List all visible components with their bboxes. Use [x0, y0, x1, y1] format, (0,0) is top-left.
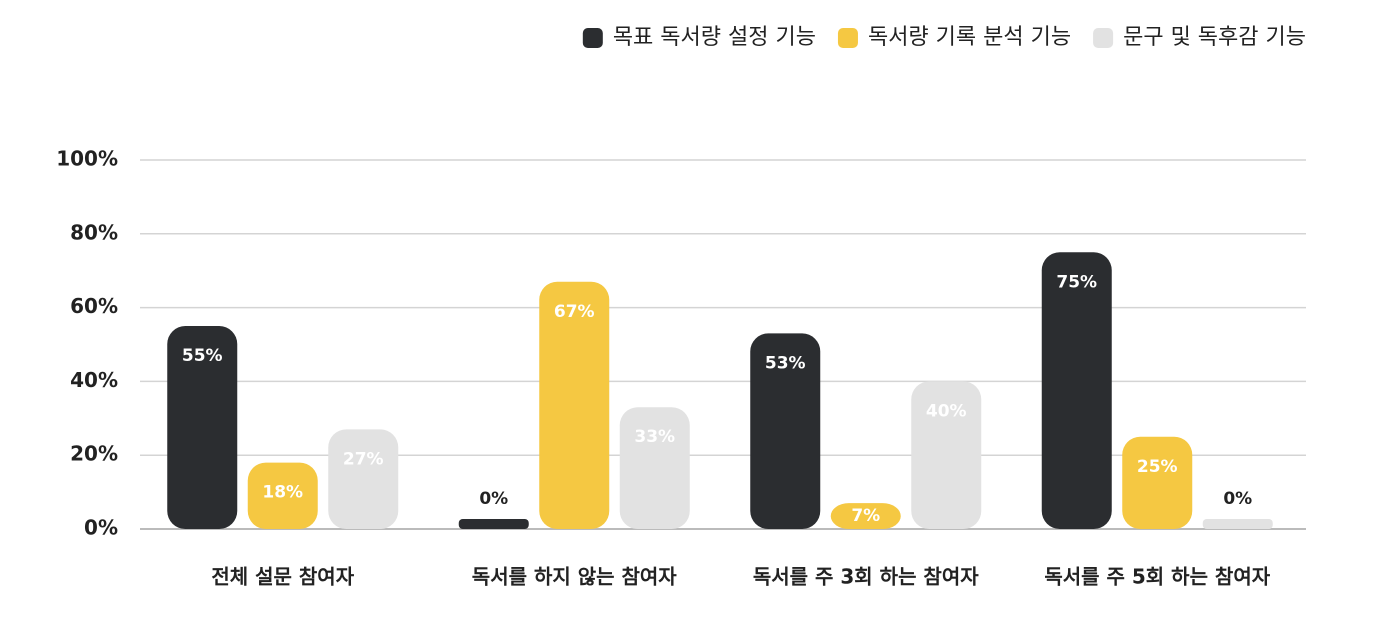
legend-marker	[582, 28, 603, 48]
value-label: 40%	[926, 401, 967, 421]
y-tick-label: 40%	[70, 368, 118, 392]
value-label: 7%	[851, 506, 880, 526]
value-label: 0%	[479, 489, 508, 509]
value-label: 67%	[554, 302, 595, 322]
legend-label: 문구 및 독후감 기능	[1123, 25, 1306, 50]
legend-label: 독서량 기록 분석 기능	[868, 25, 1071, 50]
y-tick-label: 0%	[84, 516, 118, 540]
value-label: 18%	[262, 483, 303, 503]
y-tick-label: 100%	[56, 147, 118, 171]
x-tick-label: 전체 설문 참여자	[211, 565, 354, 589]
bar	[1122, 436, 1193, 529]
bar	[247, 462, 318, 529]
legend-marker	[837, 28, 858, 48]
legend-label: 목표 독서량 설정 기능	[613, 25, 816, 50]
value-label: 27%	[343, 449, 384, 469]
bar	[830, 503, 901, 529]
y-tick-label: 60%	[70, 294, 118, 318]
value-label: 25%	[1137, 457, 1178, 477]
bar	[911, 381, 982, 529]
x-tick-label: 독서를 주 5회 하는 참여자	[1044, 565, 1270, 589]
bar	[539, 281, 610, 529]
value-label: 75%	[1056, 272, 1097, 292]
value-label: 0%	[1223, 489, 1252, 509]
bar	[619, 407, 690, 529]
value-label: 33%	[634, 427, 675, 447]
bar	[167, 326, 238, 529]
legend-marker	[1093, 28, 1114, 48]
y-tick-label: 80%	[70, 220, 118, 244]
value-label: 55%	[182, 346, 223, 366]
bar	[458, 519, 529, 529]
bar	[750, 333, 821, 529]
value-label: 53%	[765, 353, 806, 373]
bar	[328, 429, 399, 529]
bar	[1202, 519, 1273, 529]
x-tick-label: 독서를 하지 않는 참여자	[472, 565, 677, 589]
y-tick-label: 20%	[70, 442, 118, 466]
bar	[1041, 252, 1112, 529]
x-tick-label: 독서를 주 3회 하는 참여자	[753, 565, 979, 589]
